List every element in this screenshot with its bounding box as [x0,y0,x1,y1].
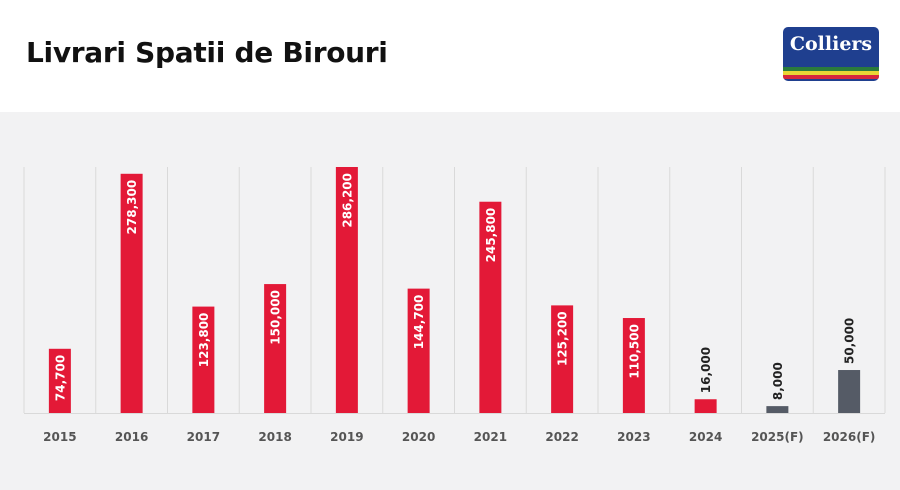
x-tick-label: 2018 [258,430,291,444]
bar [192,306,215,413]
bar [120,173,143,413]
x-tick-label: 2025(F) [751,430,804,444]
data-label: 50,000 [843,318,857,364]
colliers-logo: Colliers [783,27,879,81]
bar-chart: 2015 74,700 2016 278,300 2017 123,800 2018 150,… [23,167,886,444]
logo-stripes [783,67,879,81]
data-label: 286,200 [340,173,354,228]
x-tick-label: 2022 [545,430,578,444]
data-label: 110,500 [627,324,641,379]
x-tick-label: 2023 [617,430,650,444]
bar [479,201,502,413]
data-label: 278,300 [125,180,139,235]
x-tick-label: 2021 [474,430,507,444]
chart-title: Livrari Spatii de Birouri [26,36,388,69]
header: Livrari Spatii de Birouri Colliers [0,0,900,112]
bar [766,406,789,413]
bar [622,318,645,413]
chart-panel: 2015 74,700 2016 278,300 2017 123,800 2018 150,… [0,112,900,490]
bar [694,399,717,413]
bar [335,167,358,413]
x-tick-label: 2026(F) [823,430,876,444]
x-tick-label: 2016 [115,430,148,444]
data-label: 123,800 [197,313,211,368]
logo-text: Colliers [789,33,873,55]
x-tick-label: 2015 [43,430,76,444]
logo-stripe-green [783,67,879,71]
bar [264,284,287,413]
bar [48,348,71,413]
x-tick-label: 2019 [330,430,363,444]
bar [838,370,861,413]
logo-stripe-yellow [783,71,879,75]
data-label: 16,000 [699,347,713,393]
data-label: 144,700 [412,295,426,350]
logo-stripe-red [783,75,879,79]
x-tick-label: 2020 [402,430,435,444]
x-tick-label: 2024 [689,430,722,444]
data-label: 125,200 [556,311,570,366]
bar [407,288,430,413]
x-tick-label: 2017 [187,430,220,444]
data-label: 245,800 [484,208,498,263]
data-label: 150,000 [269,290,283,345]
data-label: 8,000 [771,362,785,400]
data-label: 74,700 [53,355,67,401]
bar [551,305,574,413]
